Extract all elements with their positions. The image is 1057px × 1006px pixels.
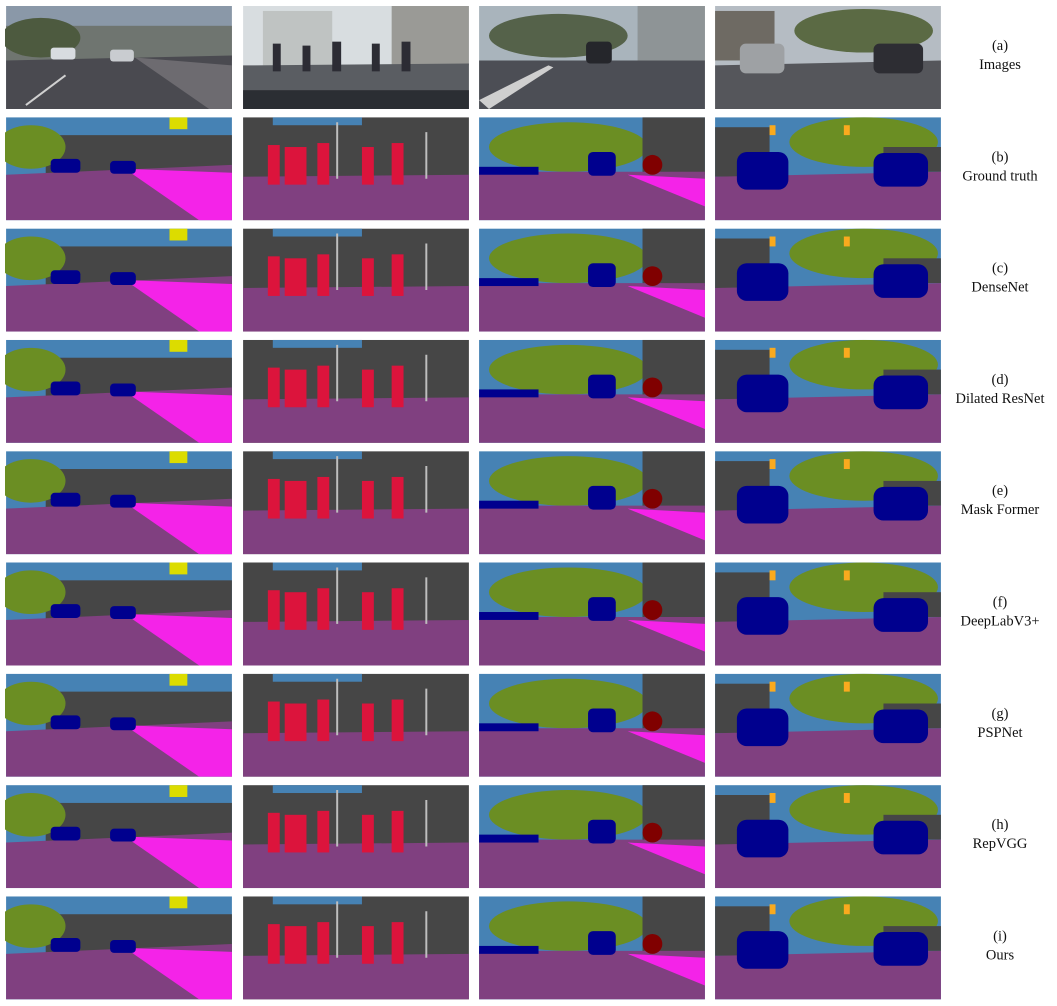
segmentation-map (715, 117, 941, 220)
segmentation-map (243, 674, 469, 777)
segmentation-map (479, 563, 705, 666)
row-name: PSPNet (977, 725, 1022, 741)
segmentation-map (243, 896, 469, 999)
row-name: RepVGG (973, 836, 1028, 852)
segmentation-map (243, 451, 469, 554)
segmentation-map (479, 785, 705, 888)
row-letter: (h) (992, 817, 1009, 833)
segmentation-map (715, 229, 941, 332)
segmentation-map (0, 117, 232, 220)
segmentation-map (715, 563, 941, 666)
row-letter: (c) (992, 261, 1008, 277)
row-name: Mask Former (961, 502, 1040, 518)
row-name: DeepLabV3+ (960, 614, 1039, 630)
row-name: Ours (986, 947, 1015, 963)
segmentation-map (715, 785, 941, 888)
segmentation-map (479, 117, 705, 220)
row-name: DenseNet (971, 280, 1028, 296)
photo (479, 6, 705, 109)
row-letter: (g) (992, 706, 1009, 722)
segmentation-map (479, 340, 705, 443)
row-letter: (e) (992, 483, 1008, 499)
photo (715, 6, 941, 109)
segmentation-map (715, 340, 941, 443)
segmentation-map (0, 563, 232, 666)
segmentation-map (479, 896, 705, 999)
segmentation-map (0, 785, 232, 888)
row-letter: (d) (992, 372, 1009, 388)
segmentation-map (243, 117, 469, 220)
segmentation-map (479, 451, 705, 554)
row-letter: (i) (993, 928, 1007, 944)
row-letter: (b) (992, 149, 1009, 165)
segmentation-map (0, 674, 232, 777)
segmentation-map (0, 229, 232, 332)
segmentation-map (479, 674, 705, 777)
segmentation-map (715, 451, 941, 554)
row-letter: (a) (992, 38, 1008, 54)
segmentation-map (715, 896, 941, 999)
row-name: Ground truth (962, 168, 1038, 184)
segmentation-map (0, 451, 232, 554)
segmentation-map (243, 785, 469, 888)
segmentation-map (243, 340, 469, 443)
figure: (a) Images (b) Ground truth (c) DenseNet (d) Di… (0, 0, 1057, 1001)
photo (1, 6, 232, 109)
row-labels: (a) Images (b) Ground truth (c) DenseNet (d) Di… (956, 38, 1045, 963)
row-name: Images (979, 57, 1021, 73)
segmentation-map (243, 229, 469, 332)
segmentation-map (479, 229, 705, 332)
photo (243, 6, 469, 109)
segmentation-map (243, 563, 469, 666)
row-name: Dilated ResNet (956, 391, 1045, 407)
segmentation-map (0, 340, 232, 443)
segmentation-map (715, 674, 941, 777)
image-grid (0, 6, 941, 999)
segmentation-map (0, 896, 232, 999)
row-letter: (f) (993, 595, 1008, 611)
